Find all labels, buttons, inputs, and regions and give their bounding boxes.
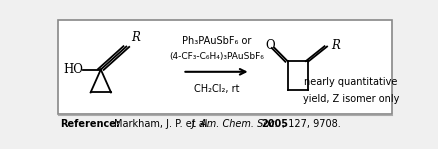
Text: Reference:: Reference: — [60, 119, 120, 129]
Text: yield, Z isomer only: yield, Z isomer only — [302, 94, 398, 104]
Text: O: O — [265, 39, 274, 52]
Text: Ph₃PAuSbF₆ or: Ph₃PAuSbF₆ or — [181, 36, 251, 46]
Text: R: R — [131, 31, 140, 44]
Text: nearly quantitative: nearly quantitative — [304, 77, 397, 87]
FancyBboxPatch shape — [58, 20, 391, 114]
Text: (4-CF₃-C₆H₄)₃PAuSbF₆: (4-CF₃-C₆H₄)₃PAuSbF₆ — [169, 52, 263, 61]
Text: R: R — [331, 39, 339, 52]
Text: , 127, 9708.: , 127, 9708. — [282, 119, 340, 129]
Text: CH₂Cl₂, rt: CH₂Cl₂, rt — [193, 84, 239, 94]
Text: 2005: 2005 — [261, 119, 288, 129]
Text: HO: HO — [64, 63, 83, 76]
Text: Markham, J. P. et al.: Markham, J. P. et al. — [114, 119, 214, 129]
Text: J. Am. Chem. Soc.: J. Am. Chem. Soc. — [191, 119, 278, 129]
